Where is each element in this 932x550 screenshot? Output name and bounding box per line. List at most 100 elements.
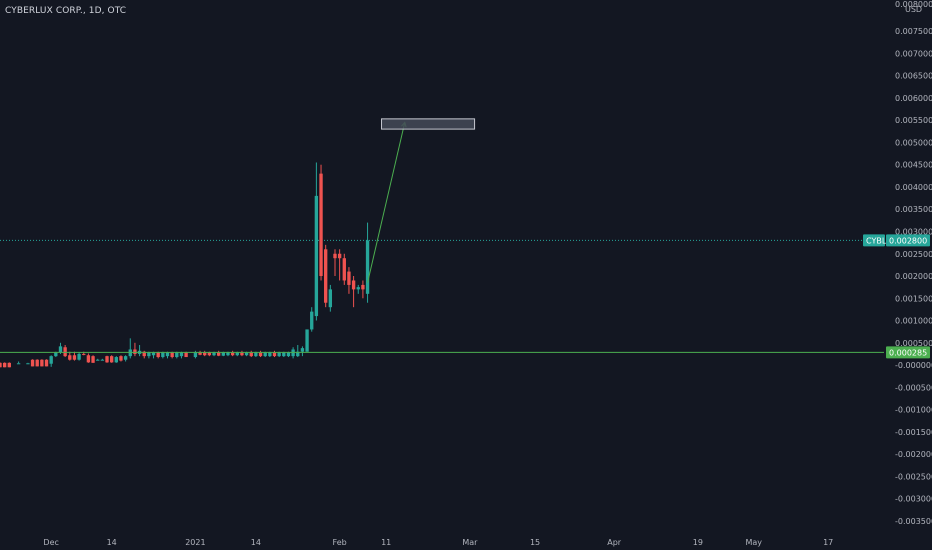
candle-body bbox=[296, 351, 300, 357]
candle-body bbox=[319, 173, 323, 277]
current-price-value: 0.002800 bbox=[889, 236, 927, 245]
time-tick-label: 15 bbox=[530, 538, 540, 547]
candle-body bbox=[7, 362, 11, 368]
price-tick-label: 0.005000 bbox=[895, 138, 932, 147]
level-price-value: 0.000285 bbox=[889, 348, 927, 357]
level-price-bg bbox=[886, 346, 930, 359]
current-price-tag: CYBL 0.002800 bbox=[863, 234, 930, 247]
candle-body bbox=[249, 352, 253, 357]
time-tick-label: Dec bbox=[43, 538, 58, 547]
candle-body bbox=[96, 359, 100, 361]
candle-body bbox=[263, 352, 267, 357]
candle-body bbox=[272, 352, 277, 357]
candle-body bbox=[100, 359, 105, 361]
price-tick-label: -0.002500 bbox=[895, 472, 932, 481]
candle-body bbox=[119, 356, 123, 361]
candle-body bbox=[240, 352, 244, 356]
time-tick-label: 2021 bbox=[185, 538, 205, 547]
candle-body bbox=[221, 352, 226, 356]
candle-body bbox=[184, 352, 188, 358]
time-axis: Dec 14 2021 14 Feb 11 Mar 15 Apr 19 May 17 bbox=[43, 538, 833, 547]
price-tick-label: 0.003500 bbox=[895, 205, 932, 214]
price-tick-label: -0.002000 bbox=[895, 450, 932, 459]
candle-body bbox=[72, 355, 77, 360]
price-tick-label: -0.003000 bbox=[895, 495, 932, 504]
candle-body bbox=[286, 352, 291, 357]
drawing-annotations bbox=[0, 118, 884, 353]
price-tick-label: 0.004500 bbox=[895, 161, 932, 170]
symbol-tag-bg bbox=[863, 234, 885, 247]
candle-body bbox=[82, 353, 86, 355]
candle-body bbox=[216, 352, 221, 356]
target-box[interactable] bbox=[381, 118, 476, 130]
time-tick-label: Apr bbox=[607, 538, 622, 547]
candle-body bbox=[123, 356, 128, 360]
price-tick-label: 0.002500 bbox=[895, 250, 932, 259]
candle-body bbox=[203, 352, 207, 356]
candle-body bbox=[142, 351, 146, 357]
candle-body bbox=[212, 352, 216, 356]
candle-body bbox=[342, 258, 346, 281]
candle-body bbox=[277, 352, 281, 357]
candle-body bbox=[165, 352, 170, 357]
candle-body bbox=[2, 362, 7, 368]
candle-body bbox=[230, 352, 235, 356]
price-tick-label: 0.007500 bbox=[895, 27, 932, 36]
current-price-bg bbox=[886, 234, 930, 247]
candle-body bbox=[356, 287, 360, 290]
candle-body bbox=[365, 240, 370, 294]
candle-body bbox=[151, 352, 156, 356]
candle-body bbox=[268, 352, 272, 357]
price-axis: 0.007500 0.007000 0.006500 0.006000 0.005500… bbox=[895, 0, 932, 526]
candle-body bbox=[193, 352, 198, 358]
time-tick-label: Mar bbox=[462, 538, 478, 547]
candle-body bbox=[16, 363, 21, 365]
price-axis-top-label: 0.008000 bbox=[895, 0, 932, 9]
candle-body bbox=[49, 356, 53, 364]
candle-body bbox=[161, 352, 165, 358]
price-tick-label: 0.002000 bbox=[895, 272, 932, 281]
candle-body bbox=[147, 352, 151, 357]
candle-body bbox=[337, 253, 342, 259]
candle-body bbox=[58, 346, 63, 353]
candle-body bbox=[226, 352, 230, 356]
candle-body bbox=[305, 329, 309, 352]
time-tick-label: 14 bbox=[251, 538, 261, 547]
candle-body bbox=[258, 352, 263, 357]
candle-body bbox=[244, 352, 249, 356]
price-tick-label: 0.001500 bbox=[895, 294, 932, 303]
currency-label: USD bbox=[905, 5, 922, 14]
candle-body bbox=[310, 311, 314, 330]
candle-body bbox=[300, 348, 305, 352]
chart-title: CYBERLUX CORP., 1D, OTC bbox=[5, 6, 127, 16]
candle-body bbox=[86, 355, 91, 363]
price-tick-label: 0.007000 bbox=[895, 49, 932, 58]
candle-body bbox=[105, 356, 109, 363]
candle-body bbox=[361, 284, 365, 290]
projection-arrow[interactable] bbox=[367, 122, 406, 283]
candle-body bbox=[44, 359, 49, 367]
candle-body bbox=[347, 271, 351, 285]
candle-body bbox=[156, 352, 160, 358]
candle-body bbox=[91, 356, 95, 363]
candle-body bbox=[179, 352, 184, 357]
candle-body bbox=[198, 352, 202, 355]
time-tick-label: 19 bbox=[693, 538, 703, 547]
price-tick-label: -0.001000 bbox=[895, 406, 932, 415]
price-tick-label: 0.001000 bbox=[895, 317, 932, 326]
candle-body bbox=[324, 249, 328, 303]
candle-body bbox=[54, 352, 58, 357]
candle-body bbox=[114, 357, 118, 363]
time-tick-label: May bbox=[745, 538, 762, 547]
candle-body bbox=[170, 352, 174, 358]
time-tick-label: 14 bbox=[107, 538, 117, 547]
price-tick-label: -0.001500 bbox=[895, 428, 932, 437]
price-tick-label: 0.003000 bbox=[895, 227, 932, 236]
price-tick-label: 0.004000 bbox=[895, 183, 932, 192]
candle-body bbox=[63, 347, 67, 357]
price-tick-label: 0.000500 bbox=[895, 339, 932, 348]
time-tick-label: 11 bbox=[381, 538, 391, 547]
candle-body bbox=[133, 349, 137, 354]
candle-body bbox=[333, 253, 337, 259]
